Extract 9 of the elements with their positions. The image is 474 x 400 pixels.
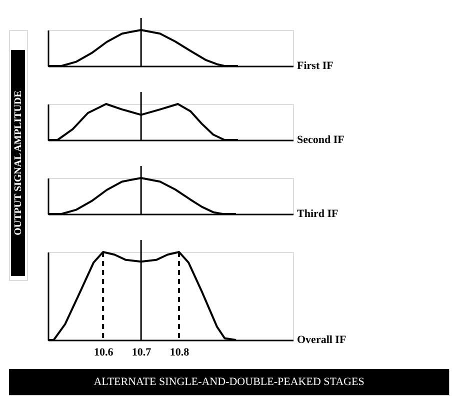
text: Second IF [297, 134, 345, 146]
text: Third IF [297, 208, 339, 220]
y-axis-title: OUTPUT SIGNAL AMPLITUDE [13, 90, 24, 236]
x-tick-label: 10.8 [170, 346, 190, 358]
x-tick-label: 10.6 [94, 346, 114, 358]
text: ALTERNATE SINGLE-AND-DOUBLE-PEAKED STAGES [94, 376, 364, 388]
text: Overall IF [297, 334, 346, 346]
text: First IF [297, 60, 334, 72]
x-tick-label: 10.7 [132, 346, 152, 358]
